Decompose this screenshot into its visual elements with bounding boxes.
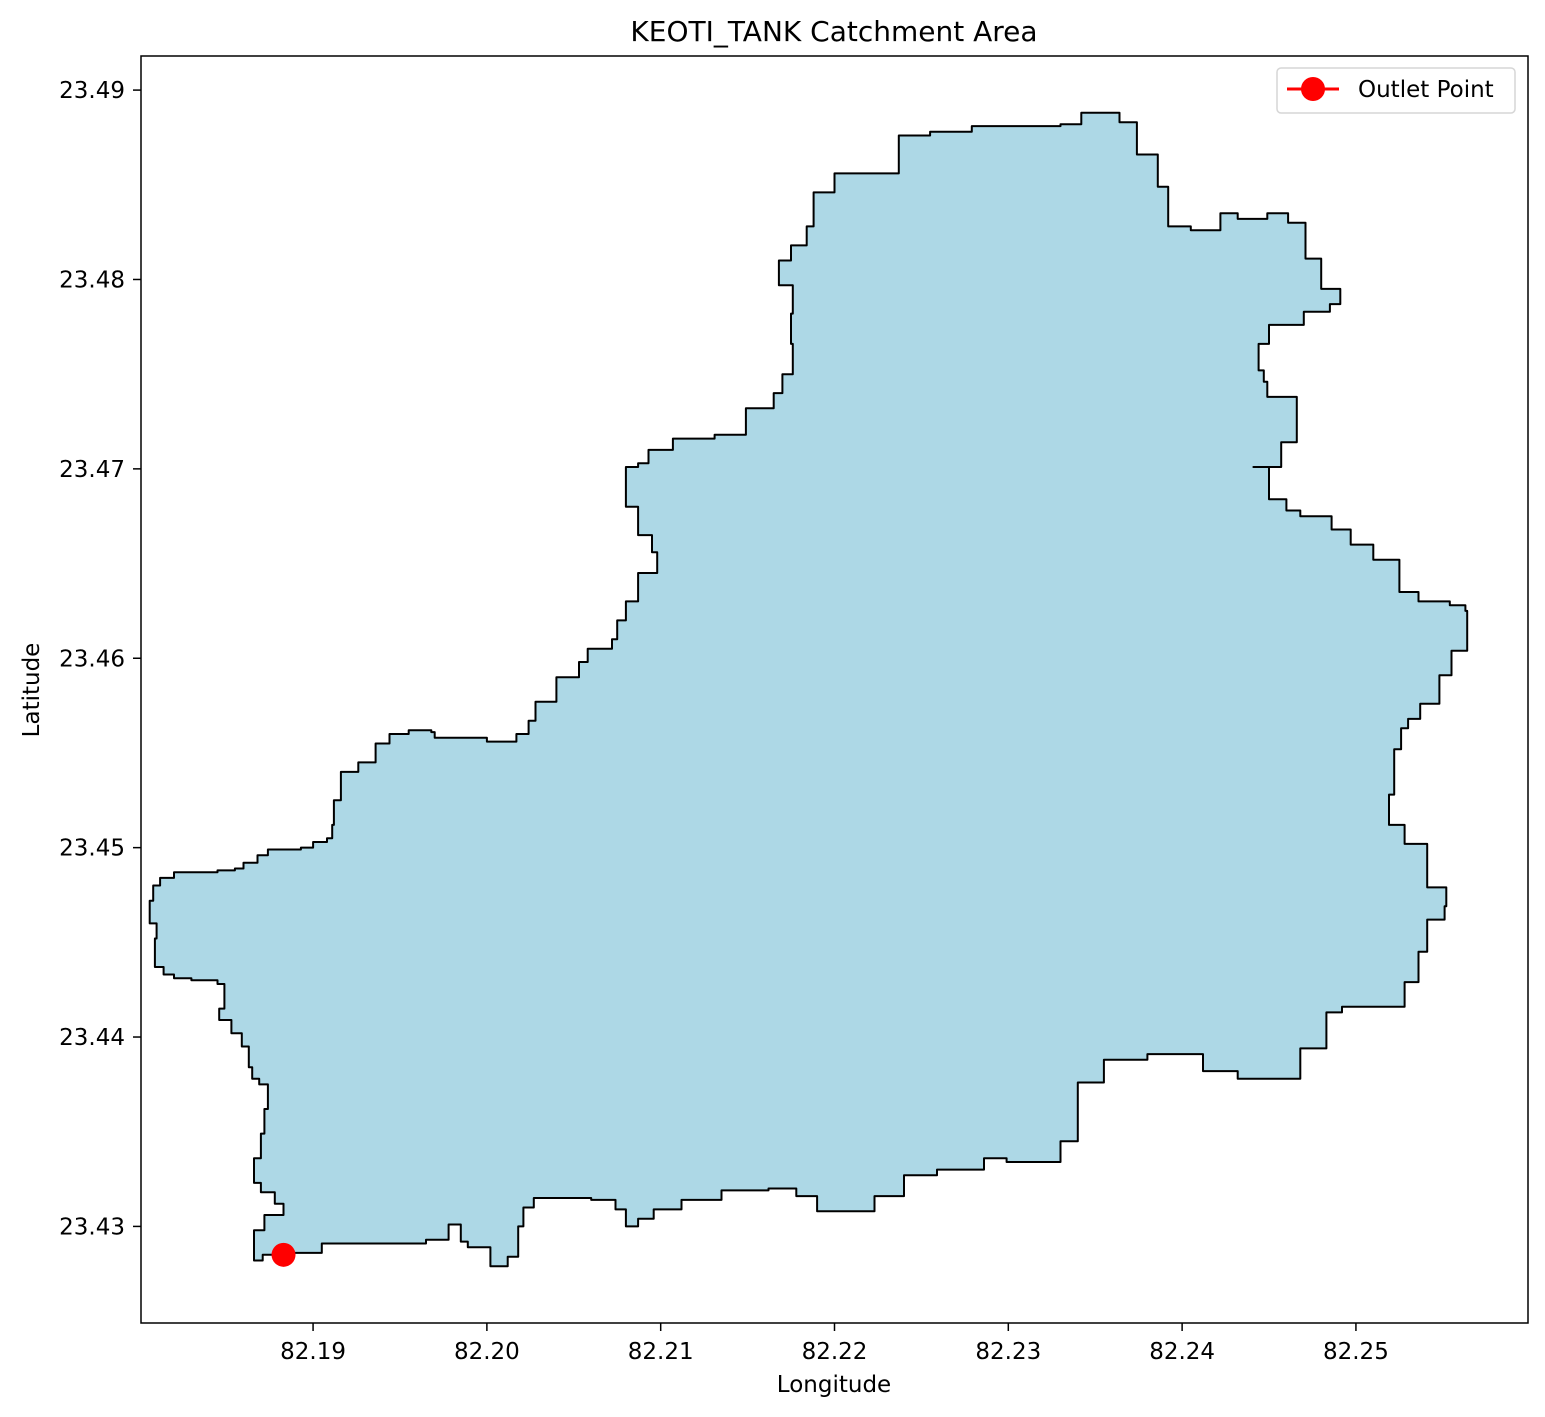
y-tick-label: 23.49: [59, 78, 125, 104]
legend-box: [1276, 67, 1516, 114]
y-tick-label: 23.43: [59, 1214, 125, 1240]
y-axis-label: Latitude: [19, 643, 45, 738]
legend: Outlet Point: [1276, 67, 1516, 114]
plot-area: [148, 111, 1469, 1268]
x-tick-label: 82.21: [628, 1339, 694, 1365]
chart-title: KEOTI_TANK Catchment Area: [630, 15, 1037, 48]
x-tick-label: 82.20: [454, 1339, 520, 1365]
y-axis: 23.43 23.44 23.45 23.46 23.47 23.48 23.49: [59, 78, 141, 1240]
legend-marker-swatch: [1301, 77, 1325, 101]
y-tick-label: 23.46: [59, 646, 125, 672]
x-tick-label: 82.24: [1149, 1339, 1215, 1365]
y-tick-label: 23.48: [59, 267, 125, 293]
catchment-polygon: [148, 111, 1469, 1268]
y-tick-label: 23.47: [59, 457, 125, 483]
x-axis: 82.19 82.20 82.21 82.22 82.23 82.24 82.25: [280, 1323, 1389, 1365]
x-tick-label: 82.25: [1323, 1339, 1389, 1365]
legend-label: Outlet Point: [1358, 77, 1494, 103]
outlet-point-marker: [271, 1242, 296, 1267]
x-tick-label: 82.23: [975, 1339, 1041, 1365]
x-tick-label: 82.19: [280, 1339, 346, 1365]
x-tick-label: 82.22: [802, 1339, 868, 1365]
x-axis-label: Longitude: [777, 1372, 891, 1398]
y-tick-label: 23.45: [59, 836, 125, 862]
y-tick-label: 23.44: [59, 1025, 125, 1051]
